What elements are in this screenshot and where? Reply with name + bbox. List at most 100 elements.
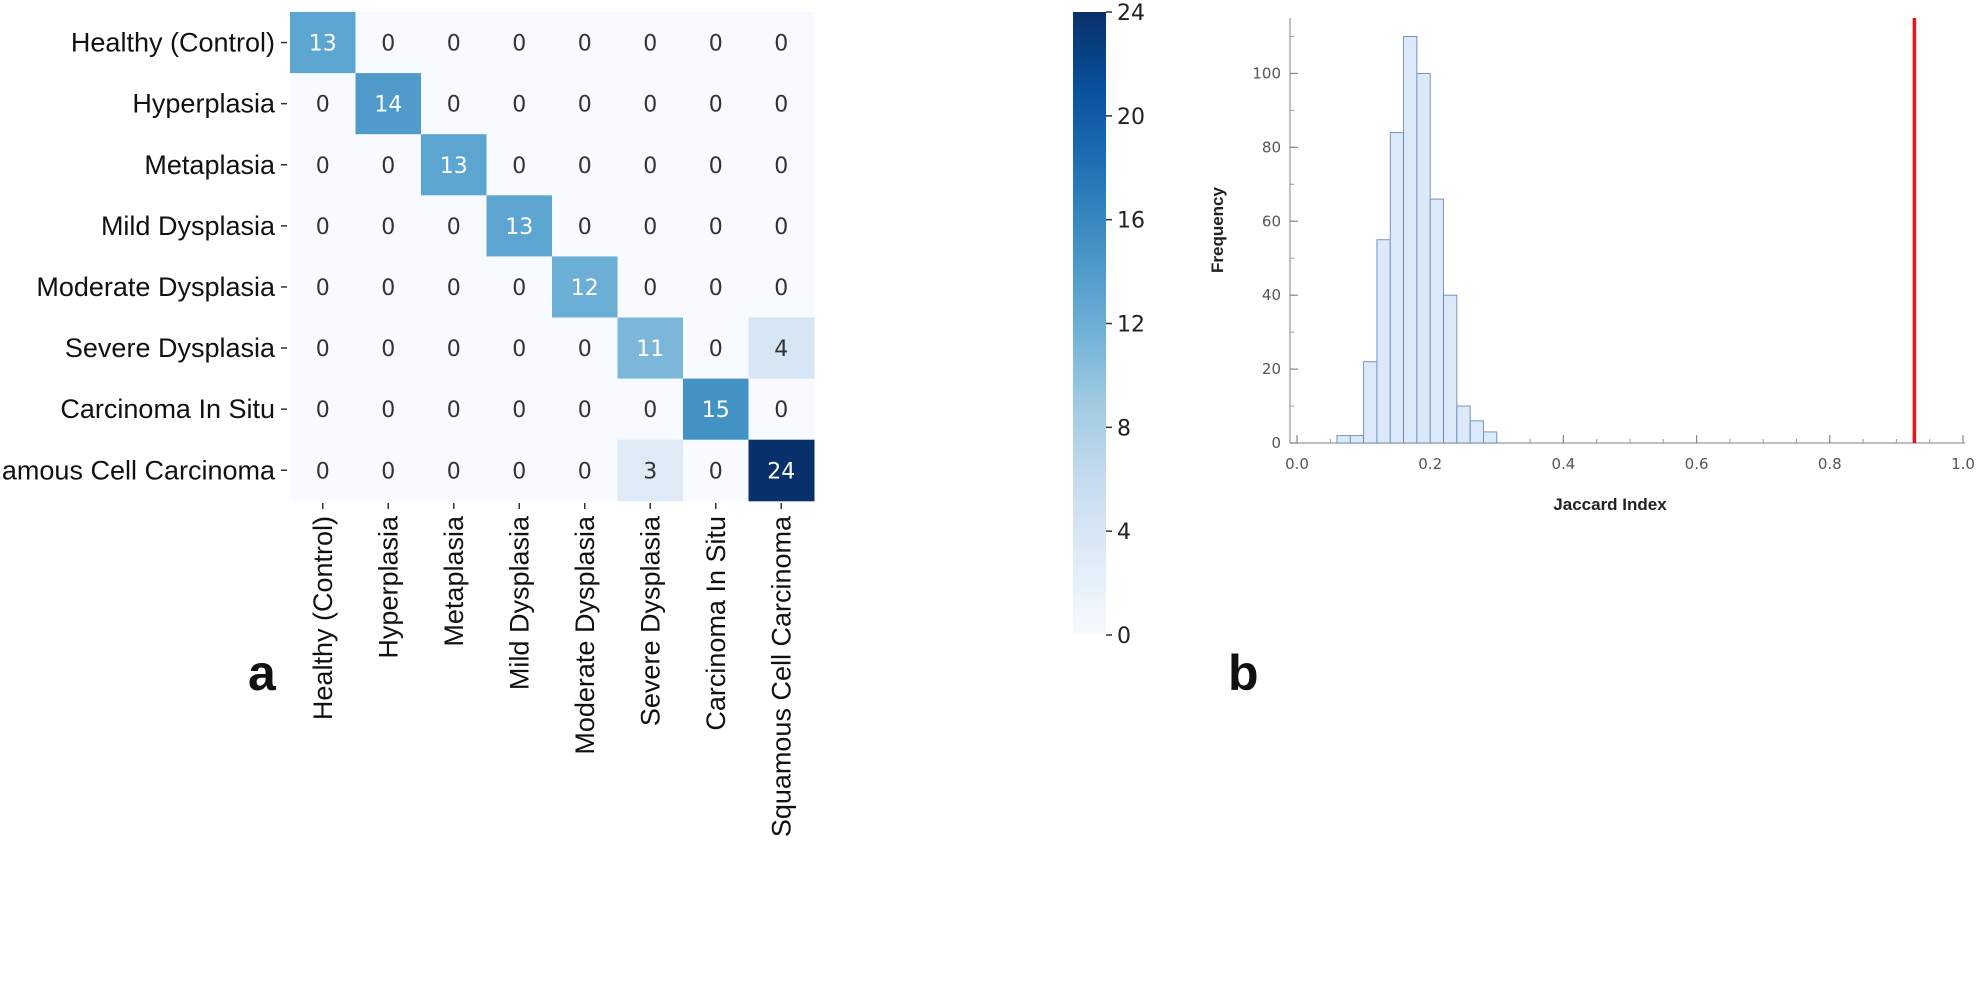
cell-value: 0 [774, 276, 788, 301]
row-label: Squamous Cell Carcinoma [0, 455, 276, 485]
heatmap-cell [355, 12, 422, 74]
colorbar-tick-label: 12 [1117, 313, 1145, 338]
cell-value: 12 [571, 276, 599, 301]
cell-value: 0 [447, 215, 461, 240]
row-labels: Healthy (Control) Hyperplasia Metaplasia Mi… [0, 28, 287, 485]
heatmap-cell [421, 317, 487, 380]
heatmap-cell [748, 439, 815, 502]
heatmap-cell [290, 195, 356, 257]
y-tick-label: 100 [1252, 64, 1281, 82]
heatmap-cell [421, 73, 487, 135]
col-label: Moderate Dysplasia [570, 515, 600, 755]
heatmap-cell [486, 378, 553, 441]
panel-a-label: a [248, 645, 277, 701]
col-label: Squamous Cell Carcinoma [766, 515, 796, 837]
cell-value: 0 [774, 215, 788, 240]
histogram-bar [1336, 435, 1351, 444]
row-label: Healthy (Control) [71, 28, 275, 58]
y-axis-label: Frequency [1208, 186, 1227, 273]
row-label: Hyperplasia [132, 89, 276, 119]
cell-value: 0 [381, 154, 395, 179]
cell-value: 0 [643, 154, 657, 179]
cell-value: 13 [505, 215, 533, 240]
heatmap-cell [355, 134, 422, 196]
heatmap-cell [552, 317, 618, 380]
cell-value: 0 [316, 398, 330, 423]
col-label: Carcinoma In Situ [701, 516, 731, 731]
cell-value: 0 [512, 398, 526, 423]
jaccard-histogram: 0.0 0.2 0.4 0.6 0.8 1.0 0 20 40 60 80 100 Jaccard In… [1208, 18, 1975, 514]
heatmap-cell [748, 134, 815, 196]
cell-value: 0 [643, 215, 657, 240]
colorbar-tick-label: 0 [1117, 624, 1131, 649]
heatmap-cell [683, 195, 749, 257]
heatmap-cell [552, 439, 618, 502]
heatmap-cell [486, 439, 553, 502]
heatmap-cell [683, 439, 749, 502]
y-tick-label: 80 [1262, 138, 1281, 156]
y-tick-label: 60 [1262, 212, 1281, 230]
col-label: Mild Dysplasia [504, 515, 534, 690]
cell-value: 0 [447, 93, 461, 118]
histogram-bar [1349, 435, 1365, 444]
cell-value: 0 [643, 32, 657, 57]
heatmap-cell [552, 195, 618, 257]
heatmap-cell [290, 439, 356, 502]
heatmap-cell [486, 195, 553, 257]
heatmap-cell [552, 73, 618, 135]
heatmap-cell [486, 12, 553, 74]
heatmap-cell [421, 195, 487, 257]
row-label: Carcinoma In Situ [60, 394, 275, 424]
heatmap-cell [617, 378, 684, 441]
cell-value: 0 [316, 459, 330, 484]
heatmap-cell [748, 195, 815, 257]
cell-value: 0 [643, 276, 657, 301]
cell-value: 0 [512, 32, 526, 57]
cell-value: 11 [636, 337, 664, 362]
y-tick-label: 0 [1271, 434, 1281, 452]
cell-value: 4 [774, 337, 788, 362]
heatmap-cell [355, 317, 422, 380]
heatmap-cell [748, 378, 815, 441]
x-axis-label: Jaccard Index [1553, 495, 1667, 514]
cell-value: 0 [316, 276, 330, 301]
heatmap-cell [617, 12, 684, 74]
histogram-bar [1416, 72, 1431, 444]
col-label: Severe Dysplasia [635, 515, 665, 726]
row-label: Mild Dysplasia [101, 211, 276, 241]
histogram-bar [1389, 132, 1405, 444]
x-tick-label: 0.6 [1685, 455, 1709, 473]
heatmap-cell [421, 134, 487, 196]
cell-value: 0 [774, 398, 788, 423]
heatmap-cell [617, 195, 684, 257]
cell-value: 0 [578, 215, 592, 240]
cell-value: 0 [316, 215, 330, 240]
heatmap-cell [683, 378, 749, 441]
column-labels: Healthy (Control) Hyperplasia Metaplasia Mi… [308, 503, 796, 837]
col-label: Metaplasia [439, 515, 469, 647]
cell-value: 0 [578, 398, 592, 423]
cell-value: 0 [578, 154, 592, 179]
panel-b-label: b [1228, 645, 1259, 701]
heatmap-cell [748, 317, 815, 380]
heatmap-cell [748, 73, 815, 135]
colorbar-tick-label: 8 [1117, 416, 1131, 441]
x-tick-label: 0.4 [1551, 455, 1575, 473]
y-tick-label: 20 [1262, 360, 1281, 378]
cell-value: 0 [447, 459, 461, 484]
heatmap-cell [683, 134, 749, 196]
cell-value: 0 [447, 398, 461, 423]
histogram-bar [1376, 239, 1391, 444]
cell-value: 0 [709, 459, 723, 484]
confusion-matrix-heatmap: 13 0 0 0 0 0 0 0 0 14 0 0 0 0 0 0 0 0 13 0 0 0 0 0 0 0 0 13 0 0 0 0 0 0 0 0… [290, 12, 815, 502]
cell-value: 0 [643, 93, 657, 118]
heatmap-cell [290, 134, 356, 196]
heatmap-cell [421, 378, 487, 441]
heatmap-cell [355, 73, 422, 135]
heatmap-cell [486, 317, 553, 380]
heatmap-cell [290, 317, 356, 380]
heatmap-cell [617, 73, 684, 135]
row-label: Moderate Dysplasia [36, 272, 276, 302]
cell-value: 0 [447, 276, 461, 301]
